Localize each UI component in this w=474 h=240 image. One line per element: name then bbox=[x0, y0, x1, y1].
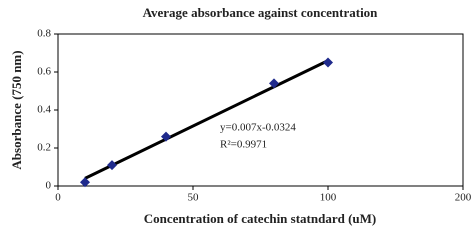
point bbox=[107, 160, 117, 171]
annotation: R²=0.9971 bbox=[220, 139, 267, 151]
point bbox=[161, 131, 171, 142]
x-tick-label: 100 bbox=[320, 192, 337, 204]
x-axis-title: Concentration of catechin statndard (uM) bbox=[144, 211, 377, 226]
y-tick-label: 0.2 bbox=[37, 142, 51, 154]
y-axis-title: Absorbance (750 nm) bbox=[9, 50, 24, 169]
annotation: y=0.007x-0.0324 bbox=[220, 122, 296, 134]
y-tick-label: 0.4 bbox=[37, 104, 51, 116]
point bbox=[269, 78, 279, 89]
x-tick-label: 200 bbox=[455, 192, 472, 204]
x-tick-label: 0 bbox=[55, 192, 61, 204]
y-tick-label: 0 bbox=[46, 180, 52, 192]
x-tick-label: 50 bbox=[188, 192, 200, 204]
point bbox=[323, 57, 333, 68]
point bbox=[80, 177, 90, 188]
trendline bbox=[84, 59, 329, 180]
y-tick-label: 0.6 bbox=[37, 66, 51, 78]
chart-title: Average absorbance against concentration bbox=[143, 5, 379, 20]
y-tick-label: 0.8 bbox=[37, 28, 51, 40]
